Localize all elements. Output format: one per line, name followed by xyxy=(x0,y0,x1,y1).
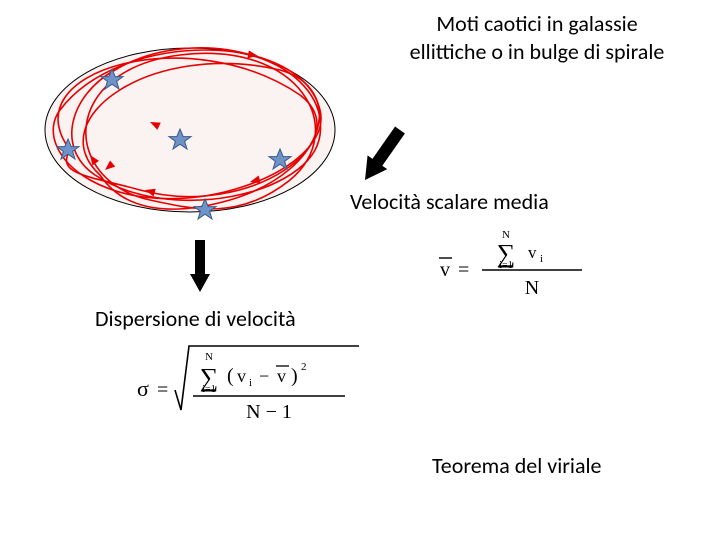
orbit-diagram xyxy=(0,0,720,540)
svg-text:v: v xyxy=(440,259,450,281)
svg-text:N: N xyxy=(205,351,213,363)
svg-text:v: v xyxy=(237,366,246,386)
formula-vbar: v=∑Ni=1viN xyxy=(438,228,608,304)
svg-text:i: i xyxy=(249,377,252,389)
svg-text:(: ( xyxy=(227,365,234,387)
formula-sigma: σ=∑Ni=1(vi−v)2N − 1 xyxy=(135,340,365,430)
svg-text:σ: σ xyxy=(137,376,149,401)
svg-text:i: i xyxy=(540,253,543,265)
svg-text:−: − xyxy=(259,366,269,386)
svg-text:i=1: i=1 xyxy=(499,260,512,271)
svg-text:=: = xyxy=(458,259,469,281)
svg-text:): ) xyxy=(291,365,298,387)
svg-text:=: = xyxy=(157,379,168,401)
svg-text:2: 2 xyxy=(301,361,307,373)
svg-text:N: N xyxy=(525,277,539,299)
svg-text:N: N xyxy=(502,229,510,241)
svg-text:v: v xyxy=(277,366,286,386)
svg-text:i=1: i=1 xyxy=(202,384,215,395)
svg-text:v: v xyxy=(528,243,537,262)
svg-text:N − 1: N − 1 xyxy=(246,401,292,423)
